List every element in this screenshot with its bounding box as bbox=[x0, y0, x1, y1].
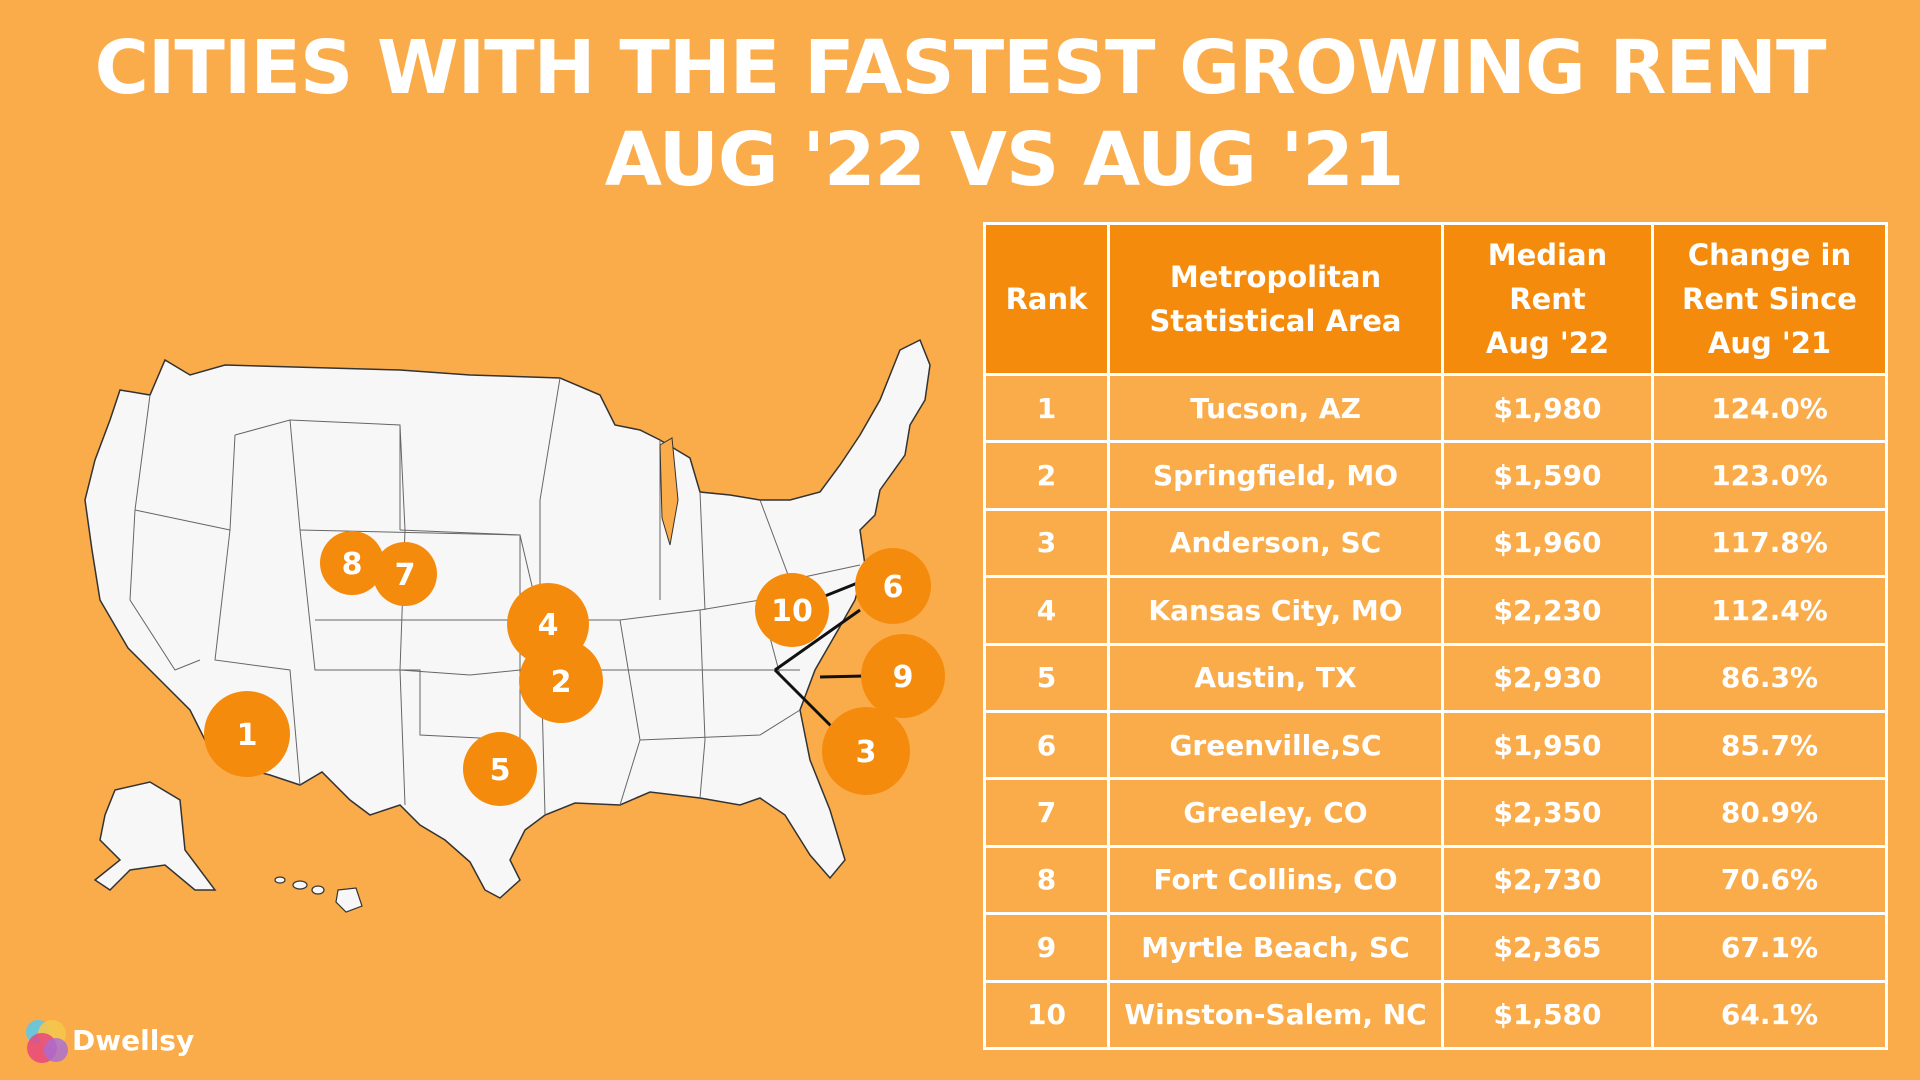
map-marker-4: 4 bbox=[507, 583, 589, 665]
map-marker-10: 10 bbox=[755, 573, 829, 647]
cell-rent: $2,365 bbox=[1441, 912, 1654, 983]
us-map: 1 2 3 4 5 6 7 8 9 10 bbox=[84, 338, 945, 913]
cell-msa: Fort Collins, CO bbox=[1107, 844, 1444, 916]
page-title: CITIES WITH THE FASTEST GROWING RENT AUG… bbox=[0, 22, 1920, 206]
col-header-msa: Metropolitan Statistical Area bbox=[1107, 222, 1444, 376]
cell-rank: 9 bbox=[983, 912, 1110, 983]
connector-9 bbox=[819, 674, 866, 679]
table-row: 5 Austin, TX $2,930 86.3% bbox=[983, 642, 1888, 713]
cell-rent: $2,230 bbox=[1441, 575, 1654, 646]
cell-msa: Greenville,SC bbox=[1107, 709, 1444, 781]
col-header-rank: Rank bbox=[983, 222, 1110, 376]
map-marker-1: 1 bbox=[204, 691, 290, 777]
svg-text:3: 3 bbox=[856, 735, 877, 770]
overlapping-circles-logo-icon bbox=[26, 1020, 68, 1063]
cell-rank: 1 bbox=[983, 372, 1110, 444]
cell-change: 67.1% bbox=[1651, 912, 1888, 983]
svg-text:7: 7 bbox=[395, 558, 416, 593]
brand-name: Dwellsy bbox=[72, 1024, 195, 1057]
title-line-2: AUG '22 VS AUG '21 bbox=[604, 117, 1405, 203]
lake-michigan bbox=[659, 437, 679, 546]
cell-rent: $2,350 bbox=[1441, 777, 1654, 848]
cell-rent: $1,960 bbox=[1441, 507, 1654, 579]
table-row: 9 Myrtle Beach, SC $2,365 67.1% bbox=[983, 912, 1888, 983]
cell-msa: Austin, TX bbox=[1107, 642, 1444, 713]
cell-change: 112.4% bbox=[1651, 575, 1888, 646]
cell-rent: $2,730 bbox=[1441, 844, 1654, 916]
cell-rank: 6 bbox=[983, 709, 1110, 781]
cell-rank: 4 bbox=[983, 575, 1110, 646]
cell-rank: 10 bbox=[983, 979, 1110, 1051]
table-row: 4 Kansas City, MO $2,230 112.4% bbox=[983, 575, 1888, 646]
alaska-shape bbox=[93, 781, 217, 891]
table-row: 6 Greenville,SC $1,950 85.7% bbox=[983, 709, 1888, 781]
col-header-median-rent: Median Rent Aug '22 bbox=[1441, 222, 1654, 376]
cell-change: 85.7% bbox=[1651, 709, 1888, 781]
map-marker-8: 8 bbox=[320, 531, 384, 595]
cell-rent: $1,950 bbox=[1441, 709, 1654, 781]
rank-markers: 1 2 3 4 5 6 7 8 9 10 bbox=[204, 531, 945, 806]
svg-text:9: 9 bbox=[893, 660, 914, 695]
cell-rent: $1,580 bbox=[1441, 979, 1654, 1051]
svg-text:1: 1 bbox=[237, 718, 258, 753]
map-marker-7: 7 bbox=[373, 542, 437, 606]
table-header-row: Rank Metropolitan Statistical Area Median… bbox=[983, 222, 1888, 376]
cell-msa: Anderson, SC bbox=[1107, 507, 1444, 579]
cell-msa: Kansas City, MO bbox=[1107, 575, 1444, 646]
cell-rent: $2,930 bbox=[1441, 642, 1654, 713]
cell-rank: 3 bbox=[983, 507, 1110, 579]
cell-rank: 2 bbox=[983, 440, 1110, 511]
svg-text:5: 5 bbox=[490, 753, 511, 788]
map-marker-5: 5 bbox=[463, 732, 537, 806]
table-row: 8 Fort Collins, CO $2,730 70.6% bbox=[983, 844, 1888, 916]
cell-change: 64.1% bbox=[1651, 979, 1888, 1051]
hawaii-shape bbox=[274, 876, 363, 913]
table-row: 7 Greeley, CO $2,350 80.9% bbox=[983, 777, 1888, 848]
cell-rent: $1,590 bbox=[1441, 440, 1654, 511]
cell-msa: Myrtle Beach, SC bbox=[1107, 912, 1444, 983]
svg-text:8: 8 bbox=[342, 547, 363, 582]
svg-text:2: 2 bbox=[551, 665, 572, 700]
cell-change: 124.0% bbox=[1651, 372, 1888, 444]
cell-rent: $1,980 bbox=[1441, 372, 1654, 444]
cell-rank: 5 bbox=[983, 642, 1110, 713]
svg-text:4: 4 bbox=[538, 608, 559, 643]
map-marker-9: 9 bbox=[861, 634, 945, 718]
cell-change: 80.9% bbox=[1651, 777, 1888, 848]
map-marker-3: 3 bbox=[822, 707, 910, 795]
connector-6 bbox=[774, 608, 861, 672]
table-row: 1 Tucson, AZ $1,980 124.0% bbox=[983, 372, 1888, 444]
cell-change: 117.8% bbox=[1651, 507, 1888, 579]
table-row: 10 Winston-Salem, NC $1,580 64.1% bbox=[983, 979, 1888, 1051]
title-line-1: CITIES WITH THE FASTEST GROWING RENT bbox=[94, 25, 1827, 111]
cell-msa: Winston-Salem, NC bbox=[1107, 979, 1444, 1051]
map-marker-6: 6 bbox=[855, 548, 931, 624]
connector-3 bbox=[773, 668, 837, 732]
table-row: 3 Anderson, SC $1,960 117.8% bbox=[983, 507, 1888, 579]
rent-table: Rank Metropolitan Statistical Area Median… bbox=[983, 222, 1888, 1051]
cell-change: 123.0% bbox=[1651, 440, 1888, 511]
cell-change: 70.6% bbox=[1651, 844, 1888, 916]
svg-text:6: 6 bbox=[883, 570, 904, 605]
cell-change: 86.3% bbox=[1651, 642, 1888, 713]
cell-rank: 8 bbox=[983, 844, 1110, 916]
cell-msa: Greeley, CO bbox=[1107, 777, 1444, 848]
cell-msa: Tucson, AZ bbox=[1107, 372, 1444, 444]
cell-msa: Springfield, MO bbox=[1107, 440, 1444, 511]
cell-rank: 7 bbox=[983, 777, 1110, 848]
svg-text:10: 10 bbox=[771, 594, 813, 629]
table-row: 2 Springfield, MO $1,590 123.0% bbox=[983, 440, 1888, 511]
col-header-change: Change in Rent Since Aug '21 bbox=[1651, 222, 1888, 376]
